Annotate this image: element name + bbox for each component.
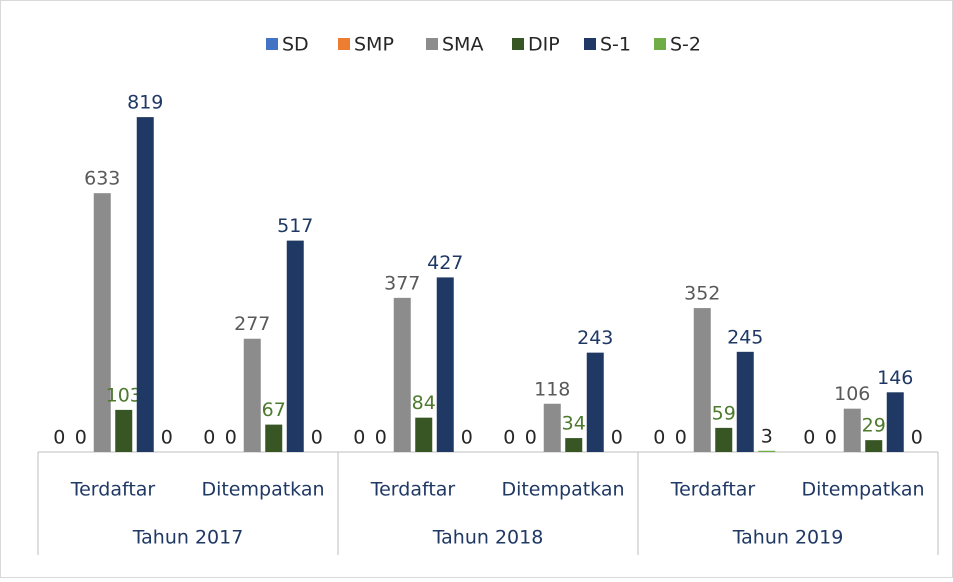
legend-label: DIP [528, 34, 560, 56]
group-label: Tahun 2018 [432, 527, 544, 549]
legend-swatch [512, 38, 524, 50]
bar [886, 392, 904, 452]
bar [93, 193, 111, 452]
bar [393, 297, 411, 452]
data-label: 0 [225, 427, 237, 449]
data-label: 0 [203, 427, 215, 449]
data-label: 0 [75, 427, 87, 449]
data-label: 29 [862, 415, 886, 437]
data-label: 427 [427, 252, 463, 274]
legend-swatch [426, 38, 438, 50]
data-label: 517 [277, 215, 313, 237]
x-tick-label: Terdaftar [670, 479, 756, 501]
data-label: 0 [375, 427, 387, 449]
data-label: 377 [384, 272, 420, 294]
bar [136, 117, 154, 453]
data-label: 0 [653, 427, 665, 449]
data-label: 819 [127, 92, 163, 114]
data-label: 0 [675, 427, 687, 449]
data-label: 0 [525, 427, 537, 449]
x-tick-label: Ditempatkan [201, 479, 324, 501]
data-label: 245 [727, 326, 763, 348]
data-label: 0 [311, 427, 323, 449]
bar [715, 427, 733, 452]
data-label: 0 [803, 427, 815, 449]
data-label: 34 [562, 413, 586, 435]
data-label: 103 [106, 384, 142, 406]
bar [693, 308, 711, 452]
legend-label: SD [282, 34, 309, 56]
data-label: 0 [911, 427, 923, 449]
data-label: 0 [503, 427, 515, 449]
bar [565, 438, 583, 452]
data-label: 352 [684, 283, 720, 305]
bar [115, 409, 133, 452]
data-label: 118 [534, 378, 570, 400]
legend-swatch [338, 38, 350, 50]
data-label: 0 [53, 427, 65, 449]
data-label: 59 [712, 402, 736, 424]
legend-label: SMP [354, 34, 394, 56]
data-label: 0 [161, 427, 173, 449]
legend-label: SMA [442, 34, 483, 56]
data-label: 0 [461, 427, 473, 449]
data-label: 3 [761, 425, 773, 447]
x-tick-label: Terdaftar [70, 479, 156, 501]
group-label: Tahun 2019 [732, 527, 844, 549]
data-label: 243 [577, 327, 613, 349]
bar [736, 351, 754, 452]
bar [865, 440, 883, 452]
x-tick-label: Ditempatkan [501, 479, 624, 501]
data-label: 0 [353, 427, 365, 449]
legend-swatch [654, 38, 666, 50]
data-label: 106 [834, 383, 870, 405]
bar [843, 408, 861, 452]
legend-swatch [584, 38, 596, 50]
data-label: 84 [412, 392, 436, 414]
legend-label: S-2 [670, 34, 701, 56]
data-label: 67 [262, 399, 286, 421]
x-tick-label: Terdaftar [370, 479, 456, 501]
data-label: 0 [825, 427, 837, 449]
legend-label: S-1 [600, 34, 631, 56]
bar [415, 417, 433, 452]
bar [543, 403, 561, 452]
data-label: 277 [234, 313, 270, 335]
data-label: 633 [84, 168, 120, 190]
bar [243, 338, 261, 452]
bar [436, 277, 454, 452]
legend-swatch [266, 38, 278, 50]
bar [586, 352, 604, 452]
group-label: Tahun 2017 [132, 527, 244, 549]
bar [286, 240, 304, 452]
x-tick-label: Ditempatkan [801, 479, 924, 501]
data-label: 0 [611, 427, 623, 449]
bar [265, 424, 283, 452]
data-label: 146 [877, 367, 913, 389]
bar [758, 450, 776, 452]
